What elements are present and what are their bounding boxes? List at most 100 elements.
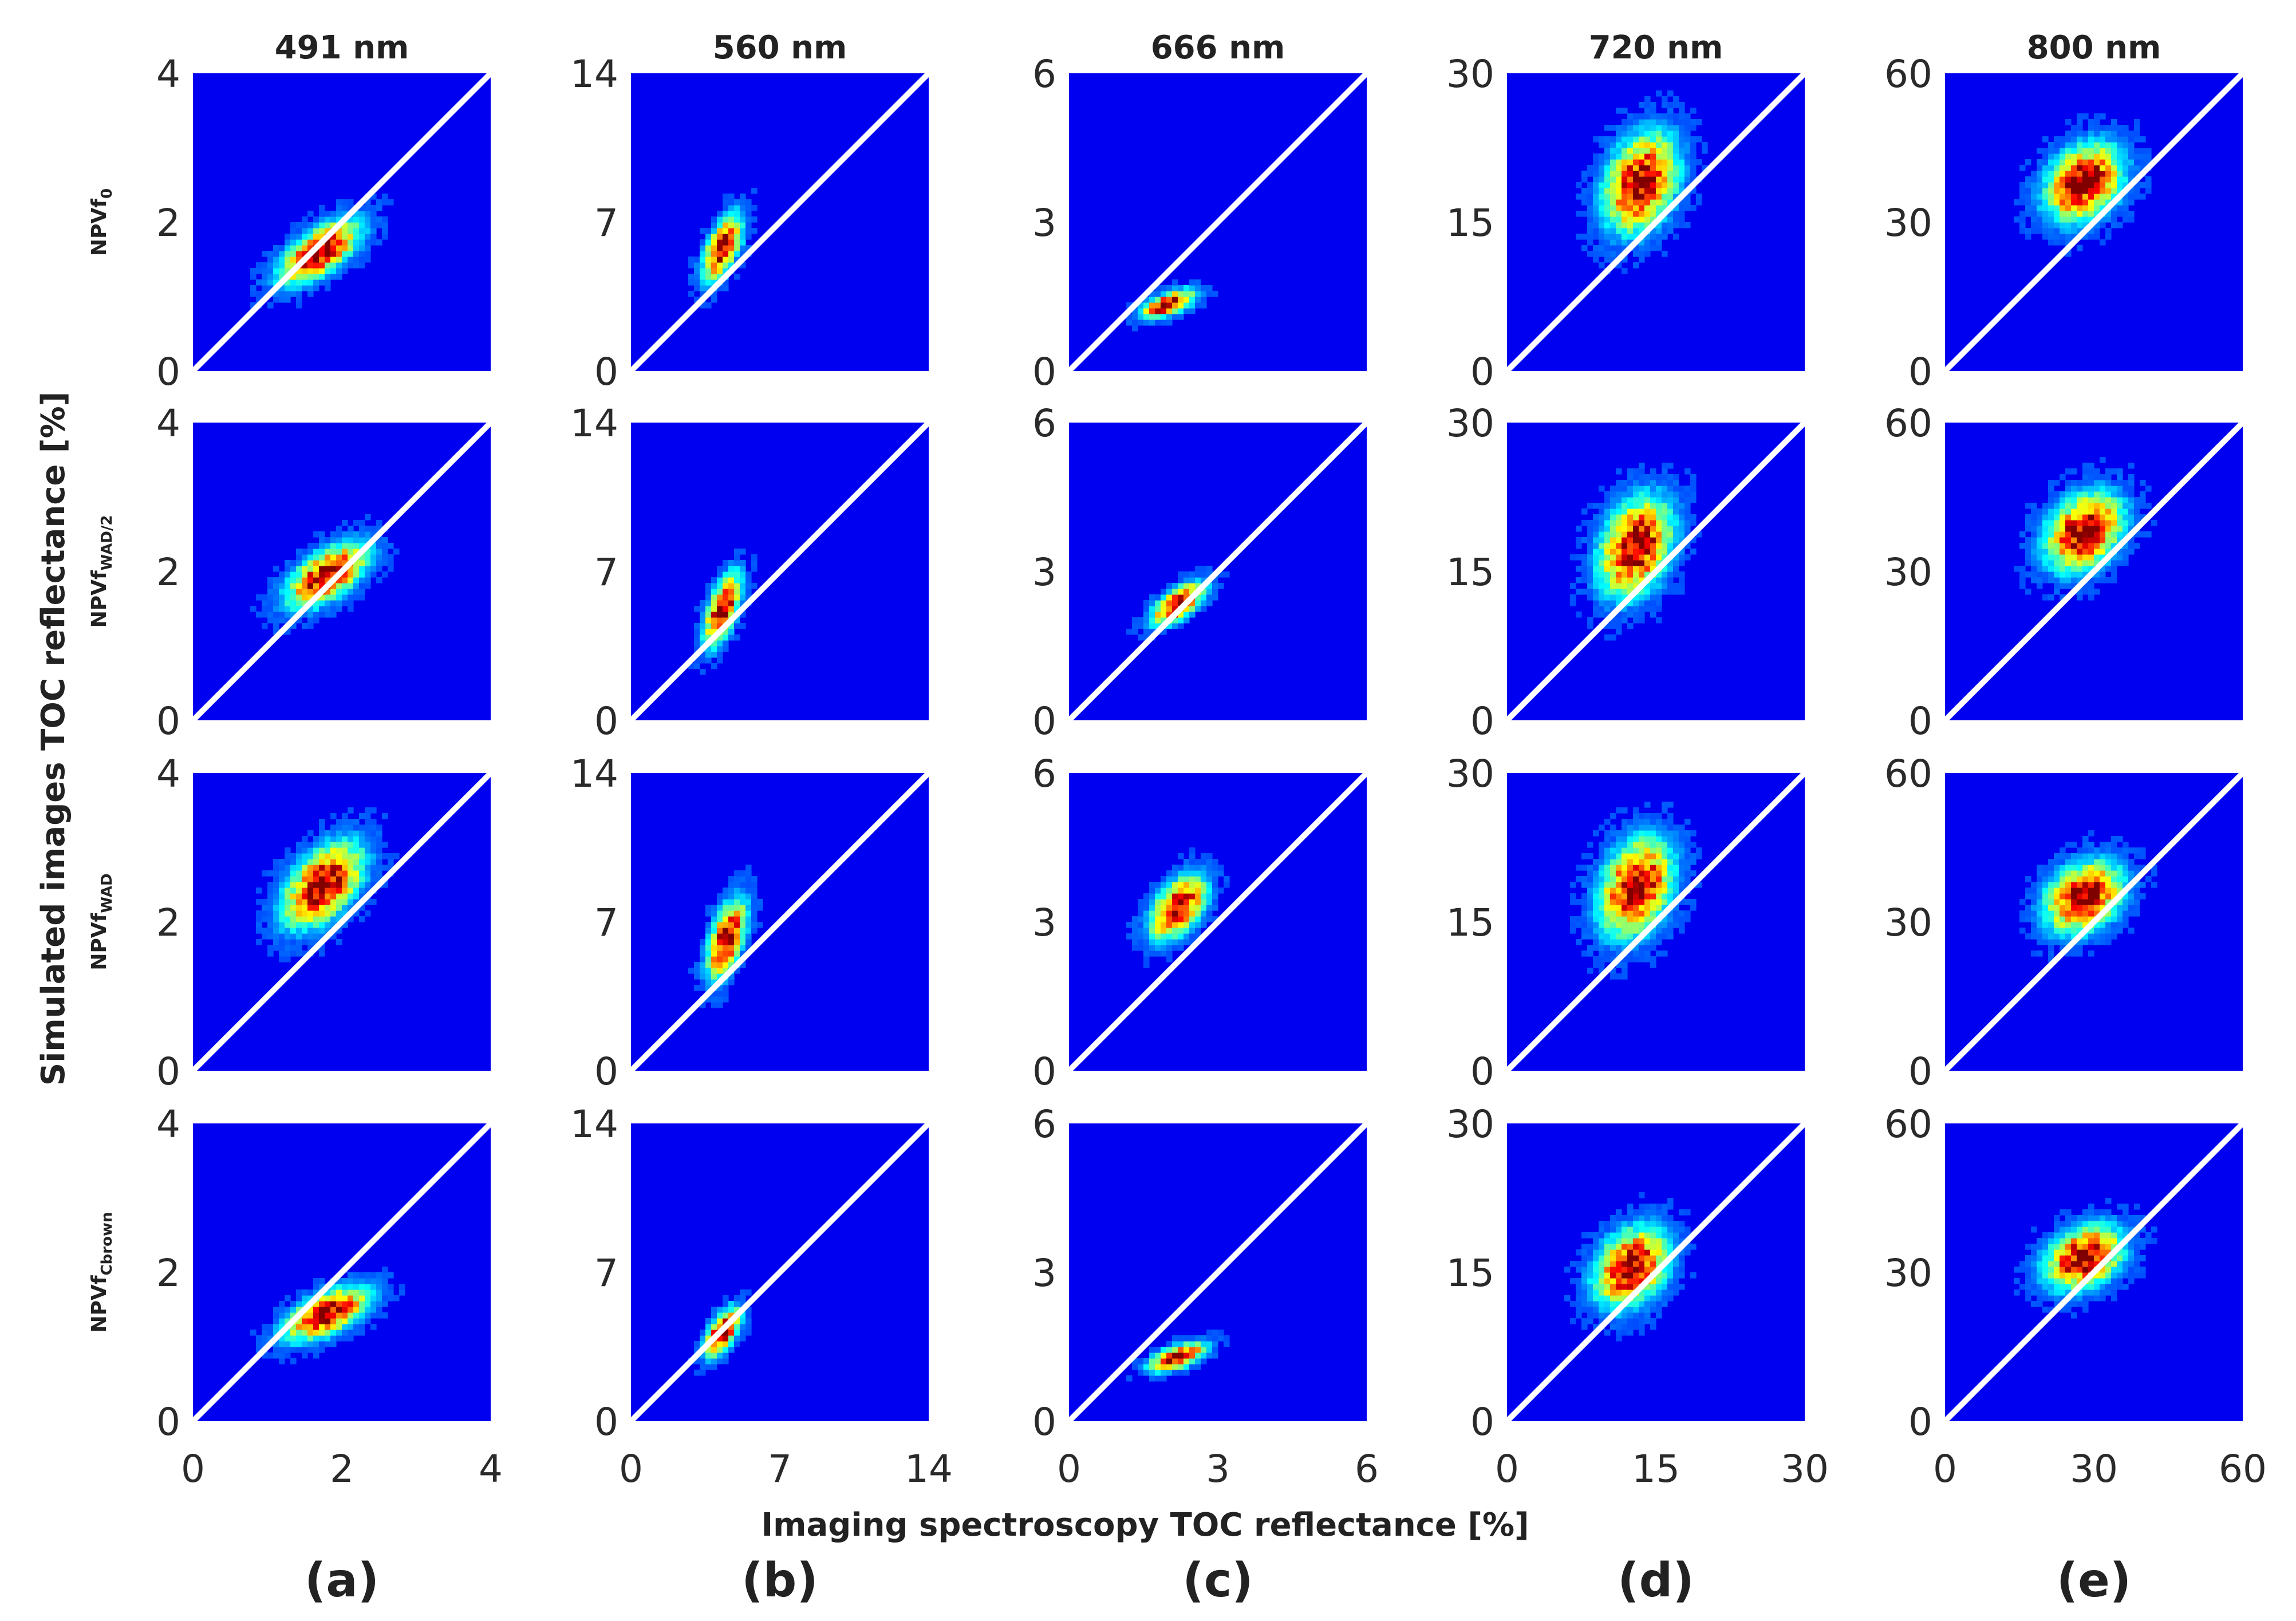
density-cell <box>1616 211 1622 217</box>
density-cell <box>1183 1347 1190 1353</box>
density-cell <box>1132 922 1138 928</box>
density-cell <box>302 1289 308 1296</box>
density-cell <box>1576 1295 1582 1301</box>
density-cell <box>285 1295 291 1301</box>
density-cell <box>2128 526 2135 532</box>
density-cell <box>359 876 365 882</box>
density-cell <box>353 216 360 223</box>
density-cell <box>740 623 746 629</box>
density-cell <box>2094 928 2100 934</box>
density-cell <box>2105 211 2112 217</box>
density-cell <box>1604 1232 1611 1239</box>
density-cell <box>2117 910 2123 917</box>
density-cell <box>717 612 723 618</box>
x-tick-label: 2 <box>330 1447 354 1491</box>
density-cell <box>2111 893 2117 900</box>
density-cell <box>1161 285 1167 291</box>
density-cell <box>711 262 717 269</box>
density-cell <box>2048 554 2054 561</box>
density-cell <box>1576 916 1582 922</box>
density-cell <box>302 1335 308 1342</box>
density-cell <box>2054 583 2060 589</box>
density-cell <box>279 297 285 303</box>
density-cell <box>279 577 285 583</box>
density-cell <box>1172 893 1178 900</box>
density-cell <box>2151 865 2157 871</box>
density-cell <box>2088 526 2094 532</box>
density-cell <box>1581 176 1588 183</box>
density-cell <box>1132 945 1138 951</box>
density-cell <box>370 1324 377 1330</box>
density-cell <box>745 945 752 951</box>
density-cell <box>302 1324 308 1330</box>
density-cell <box>313 870 319 877</box>
density-cell <box>1684 199 1691 206</box>
density-cell <box>2025 571 2031 578</box>
density-cell <box>296 933 302 940</box>
density-cell <box>2117 836 2123 842</box>
density-cell <box>353 583 360 589</box>
density-cell <box>705 285 712 291</box>
density-cell <box>2054 182 2060 188</box>
density-cell <box>1667 916 1674 922</box>
density-cell <box>1639 503 1645 509</box>
density-cell <box>1581 1272 1588 1279</box>
density-cell <box>2025 194 2031 200</box>
density-cell <box>2100 153 2106 160</box>
y-tick-label: 0 <box>1470 1050 1494 1094</box>
density-cell <box>2111 165 2117 171</box>
density-cell <box>711 228 717 234</box>
density-cell <box>1189 922 1196 928</box>
density-cell <box>1610 617 1616 624</box>
density-cell <box>1172 1347 1178 1353</box>
density-cell <box>2134 508 2140 515</box>
density-cell <box>325 888 331 894</box>
density-cell <box>2088 577 2094 583</box>
density-cell <box>723 640 729 646</box>
density-cell <box>1593 910 1599 917</box>
density-cell <box>1650 600 1656 606</box>
density-cell <box>1667 182 1674 188</box>
density-cell <box>290 606 297 612</box>
density-cell <box>2082 583 2089 589</box>
density-cell <box>2105 486 2112 492</box>
density-cell <box>1183 859 1190 865</box>
density-cell <box>307 291 314 297</box>
density-cell <box>342 836 348 842</box>
density-cell <box>1610 1215 1616 1221</box>
y-tick-label: 0 <box>1908 1050 1932 1094</box>
density-cell <box>325 543 331 549</box>
density-cell <box>1644 182 1651 188</box>
density-cell <box>2123 870 2129 877</box>
density-cell <box>1627 142 1634 148</box>
density-cell <box>307 577 314 583</box>
density-cell <box>734 1295 740 1301</box>
density-cell <box>694 663 700 669</box>
density-cell <box>1149 945 1155 951</box>
density-cell <box>1189 865 1196 871</box>
density-cell <box>1644 165 1651 171</box>
density-cell <box>1212 583 1218 589</box>
density-cell <box>1161 600 1167 606</box>
density-cell <box>745 216 752 223</box>
density-cell <box>290 285 297 291</box>
density-cell <box>740 1295 746 1301</box>
density-cell <box>1656 148 1662 154</box>
density-cell <box>1155 1358 1161 1364</box>
density-cell <box>1622 245 1628 251</box>
density-cell <box>2065 486 2072 492</box>
density-cell <box>2100 537 2106 543</box>
density-cell <box>711 979 717 985</box>
density-cell <box>2134 171 2140 177</box>
density-cell <box>740 199 746 206</box>
density-cell <box>336 1312 342 1319</box>
density-cell <box>1599 520 1605 526</box>
density-cell <box>1604 514 1611 520</box>
density-cell <box>2094 933 2100 940</box>
density-cell <box>1604 865 1611 871</box>
density-cell <box>1684 842 1691 848</box>
density-cell <box>2111 876 2117 882</box>
density-cell <box>2060 508 2066 515</box>
density-cell <box>1622 1255 1628 1261</box>
density-cell <box>2082 182 2089 188</box>
